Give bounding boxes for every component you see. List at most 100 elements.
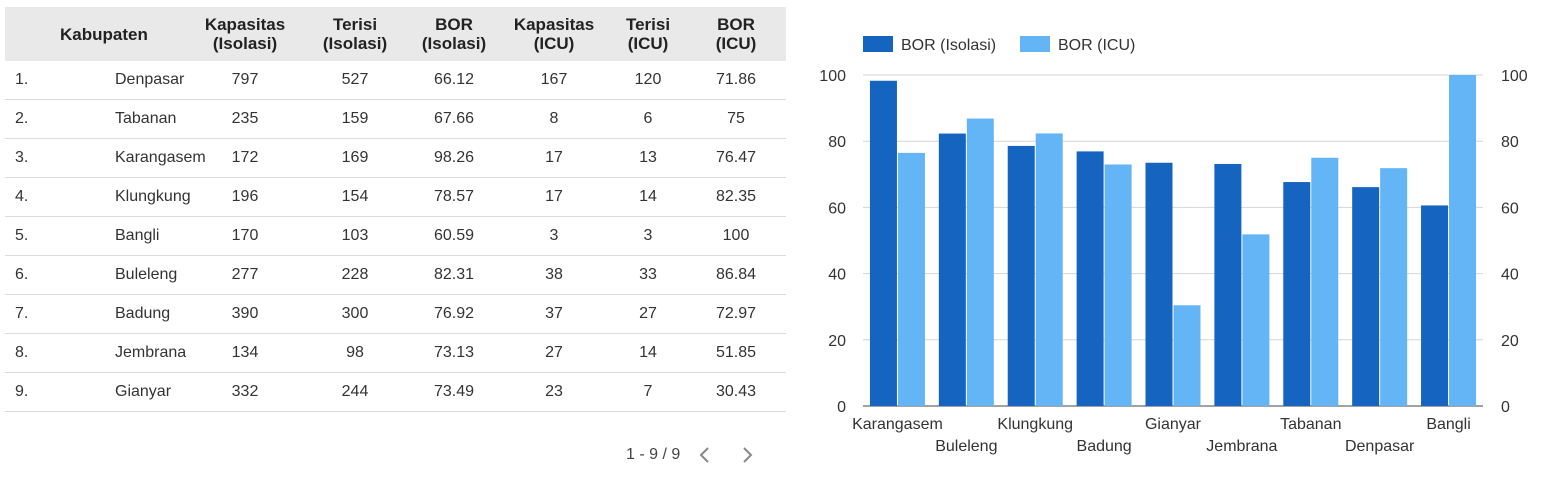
- bor-bar-chart: 0 20 40 60 80 100 0 20 40 60 80 100 Karangasem Bulele…: [819, 36, 1528, 455]
- cell-kapasitas-isolasi: 235: [190, 99, 300, 139]
- cell-kabupaten: Klungkung: [60, 177, 191, 217]
- header-terisi-icu[interactable]: Terisi (ICU): [610, 7, 686, 61]
- row-number: 5.: [5, 216, 60, 256]
- y-tick-label: 0: [837, 399, 846, 416]
- y-tick-label: 40: [828, 267, 846, 284]
- cell-terisi-icu: 13: [610, 138, 686, 178]
- cell-kapasitas-isolasi: 134: [190, 333, 300, 373]
- x-tick-label: Tabanan: [1280, 416, 1341, 433]
- cell-terisi-isolasi: 300: [300, 294, 410, 334]
- cell-terisi-isolasi: 103: [300, 216, 410, 256]
- bar: [1173, 305, 1201, 406]
- table-row: 8. Jembrana 134 98 73.13 27 14 51.85: [5, 333, 786, 373]
- x-tick-label: Gianyar: [1145, 416, 1202, 433]
- next-page-button[interactable]: [730, 442, 764, 468]
- cell-bor-icu: 30.43: [686, 372, 786, 412]
- row-number: 6.: [5, 255, 60, 295]
- cell-bor-icu: 100: [686, 216, 786, 256]
- row-number: 3.: [5, 138, 60, 178]
- table-row: 4. Klungkung 196 154 78.57 17 14 82.35: [5, 177, 786, 217]
- header-bor-icu[interactable]: BOR (ICU): [686, 7, 786, 61]
- bar: [1242, 234, 1270, 406]
- table-row: 5. Bangli 170 103 60.59 3 3 100: [5, 216, 786, 256]
- cell-kapasitas-isolasi: 196: [190, 177, 300, 217]
- cell-kapasitas-icu: 3: [498, 216, 610, 256]
- cell-terisi-isolasi: 169: [300, 138, 410, 178]
- cell-kapasitas-icu: 23: [498, 372, 610, 412]
- header-bor-isolasi[interactable]: BOR (Isolasi): [410, 7, 498, 61]
- legend-swatch: [1020, 36, 1050, 52]
- y-tick-label: 60: [828, 200, 846, 217]
- cell-kapasitas-isolasi: 332: [190, 372, 300, 412]
- legend-swatch: [863, 36, 893, 52]
- bar: [1035, 133, 1063, 406]
- cell-kabupaten: Denpasar: [60, 61, 190, 100]
- row-number: 7.: [5, 294, 60, 334]
- x-tick-label: Badung: [1077, 438, 1132, 455]
- bar: [938, 133, 966, 406]
- y2-tick-label: 80: [1501, 134, 1519, 151]
- pagination-label: 1 - 9 / 9: [626, 446, 681, 463]
- cell-kapasitas-isolasi: 797: [190, 61, 300, 100]
- cell-terisi-isolasi: 228: [300, 255, 410, 295]
- cell-bor-icu: 86.84: [686, 255, 786, 295]
- row-number: 4.: [5, 177, 60, 217]
- prev-page-button[interactable]: [688, 442, 722, 468]
- cell-bor-isolasi: 98.26: [410, 138, 498, 178]
- cell-kabupaten: Badung: [60, 294, 190, 334]
- cell-kabupaten: Jembrana: [60, 333, 190, 373]
- cell-bor-isolasi: 82.31: [410, 255, 498, 295]
- cell-bor-isolasi: 78.57: [410, 177, 498, 217]
- y-tick-label: 80: [828, 134, 846, 151]
- cell-kapasitas-isolasi: 170: [190, 216, 300, 256]
- row-number: 2.: [5, 99, 60, 139]
- cell-bor-icu: 82.35: [686, 177, 786, 217]
- x-tick-label: Karangasem: [852, 416, 943, 433]
- cell-kapasitas-icu: 8: [498, 99, 610, 139]
- cell-terisi-isolasi: 244: [300, 372, 410, 412]
- cell-terisi-isolasi: 527: [300, 61, 410, 100]
- cell-terisi-isolasi: 98: [300, 333, 410, 373]
- bar: [1449, 75, 1477, 406]
- cell-terisi-icu: 120: [610, 61, 686, 100]
- table-row: 1. Denpasar 797 527 66.12 167 120 71.86: [5, 61, 786, 100]
- cell-kapasitas-isolasi: 172: [190, 138, 300, 178]
- cell-kapasitas-isolasi: 390: [190, 294, 300, 334]
- cell-bor-isolasi: 60.59: [410, 216, 498, 256]
- table-row: 7. Badung 390 300 76.92 37 27 72.97: [5, 294, 786, 334]
- cell-bor-isolasi: 76.92: [410, 294, 498, 334]
- header-kapasitas-icu[interactable]: Kapasitas (ICU): [498, 7, 610, 61]
- header-kapasitas-isolasi[interactable]: Kapasitas (Isolasi): [190, 7, 300, 61]
- cell-bor-isolasi: 66.12: [410, 61, 498, 100]
- bar: [1076, 151, 1104, 406]
- chevron-left-icon: [699, 447, 709, 463]
- cell-kapasitas-icu: 27: [498, 333, 610, 373]
- legend-label: BOR (ICU): [1058, 37, 1135, 54]
- bar: [1352, 187, 1380, 406]
- cell-bor-icu: 72.97: [686, 294, 786, 334]
- y2-tick-label: 20: [1501, 333, 1519, 350]
- y-tick-label: 20: [828, 333, 846, 350]
- cell-kabupaten: Karangasem: [60, 138, 206, 178]
- cell-bor-isolasi: 67.66: [410, 99, 498, 139]
- y2-tick-label: 0: [1501, 399, 1510, 416]
- bar: [1283, 182, 1311, 406]
- cell-kabupaten: Bangli: [60, 216, 190, 256]
- cell-bor-isolasi: 73.13: [410, 333, 498, 373]
- row-number: 8.: [5, 333, 60, 373]
- table-row: 9. Gianyar 332 244 73.49 23 7 30.43: [5, 372, 786, 412]
- cell-terisi-icu: 33: [610, 255, 686, 295]
- bar: [1145, 162, 1173, 406]
- bor-table: Kabupaten Kapasitas (Isolasi) Terisi (Isol…: [5, 7, 786, 412]
- table-row: 2. Tabanan 235 159 67.66 8 6 75: [5, 99, 786, 139]
- cell-terisi-icu: 6: [610, 99, 686, 139]
- bar: [1214, 163, 1242, 406]
- cell-kabupaten: Buleleng: [60, 255, 190, 295]
- header-kabupaten[interactable]: Kabupaten: [5, 7, 190, 61]
- cell-bor-icu: 71.86: [686, 61, 786, 100]
- cell-terisi-icu: 3: [610, 216, 686, 256]
- cell-kabupaten: Tabanan: [60, 99, 190, 139]
- cell-kapasitas-icu: 37: [498, 294, 610, 334]
- header-terisi-isolasi[interactable]: Terisi (Isolasi): [300, 7, 410, 61]
- bar: [1311, 157, 1339, 406]
